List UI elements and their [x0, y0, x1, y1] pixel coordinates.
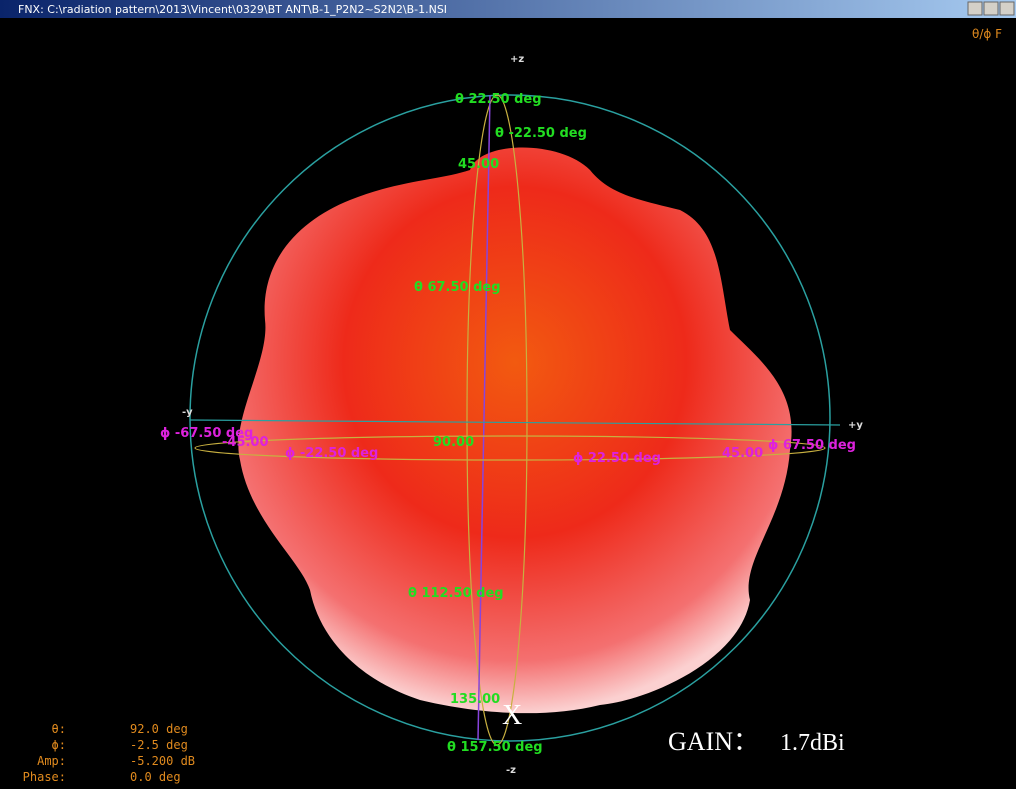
phi-label: ϕ 22.50 deg: [573, 451, 661, 466]
close-button[interactable]: [999, 1, 1015, 16]
phi-label: 45.00: [722, 446, 763, 461]
theta-label: 45.00: [458, 157, 499, 172]
axis-label: -z: [506, 765, 516, 776]
cursor-marker: X: [502, 700, 522, 731]
theta-label: θ 112.50 deg: [408, 586, 504, 601]
theta-label: θ 67.50 deg: [414, 280, 501, 295]
phi-label: ϕ -22.50 deg: [285, 446, 378, 461]
phi-label: ϕ -67.50 deg: [160, 426, 253, 441]
readout-value: 0.0 deg: [130, 770, 181, 784]
phi-arc: [194, 435, 826, 461]
theta-label: 90.00: [433, 435, 474, 450]
title-bar: [0, 0, 1016, 18]
window-title: FNX: C:\radiation pattern\2013\Vincent\0…: [18, 3, 447, 16]
readout-value: 92.0 deg: [130, 722, 188, 736]
theta-label: θ 157.50 deg: [447, 740, 543, 755]
readout-value: -2.5 deg: [130, 738, 188, 752]
phi-label: ϕ 67.50 deg: [768, 438, 856, 453]
readout-value: -5.200 dB: [130, 754, 195, 768]
gain-label: GAIN：: [668, 727, 759, 756]
readout-label: Phase:: [23, 770, 66, 784]
maximize-button[interactable]: [983, 1, 999, 16]
theta-label: θ 22.50 deg: [455, 92, 542, 107]
radiation-pattern: [238, 147, 792, 714]
readout-label: ϕ:: [52, 738, 66, 752]
theta-arc: [466, 94, 528, 746]
readout: θ: 92.0 deg ϕ: -2.5 deg Amp: -5.200 dB Phase: 0…: [23, 722, 195, 784]
theta-label: θ -22.50 deg: [495, 126, 587, 141]
axis-label: +z: [510, 54, 524, 65]
theta-label: 135.00: [450, 692, 500, 707]
axis-label: +y: [848, 420, 863, 431]
minimize-button[interactable]: [967, 1, 983, 16]
readout-label: θ:: [52, 722, 66, 736]
window-buttons[interactable]: [967, 1, 1015, 16]
readout-label: Amp:: [37, 754, 66, 768]
meridian: [477, 94, 491, 741]
reference-circle: [189, 94, 831, 742]
gain-value: 1.7dBi: [780, 730, 845, 756]
axis-label: -y: [182, 407, 193, 418]
y-axis: [189, 419, 841, 426]
phi-label: -45.00: [222, 435, 269, 450]
view-mode-label: θ/ϕ F: [972, 27, 1002, 41]
